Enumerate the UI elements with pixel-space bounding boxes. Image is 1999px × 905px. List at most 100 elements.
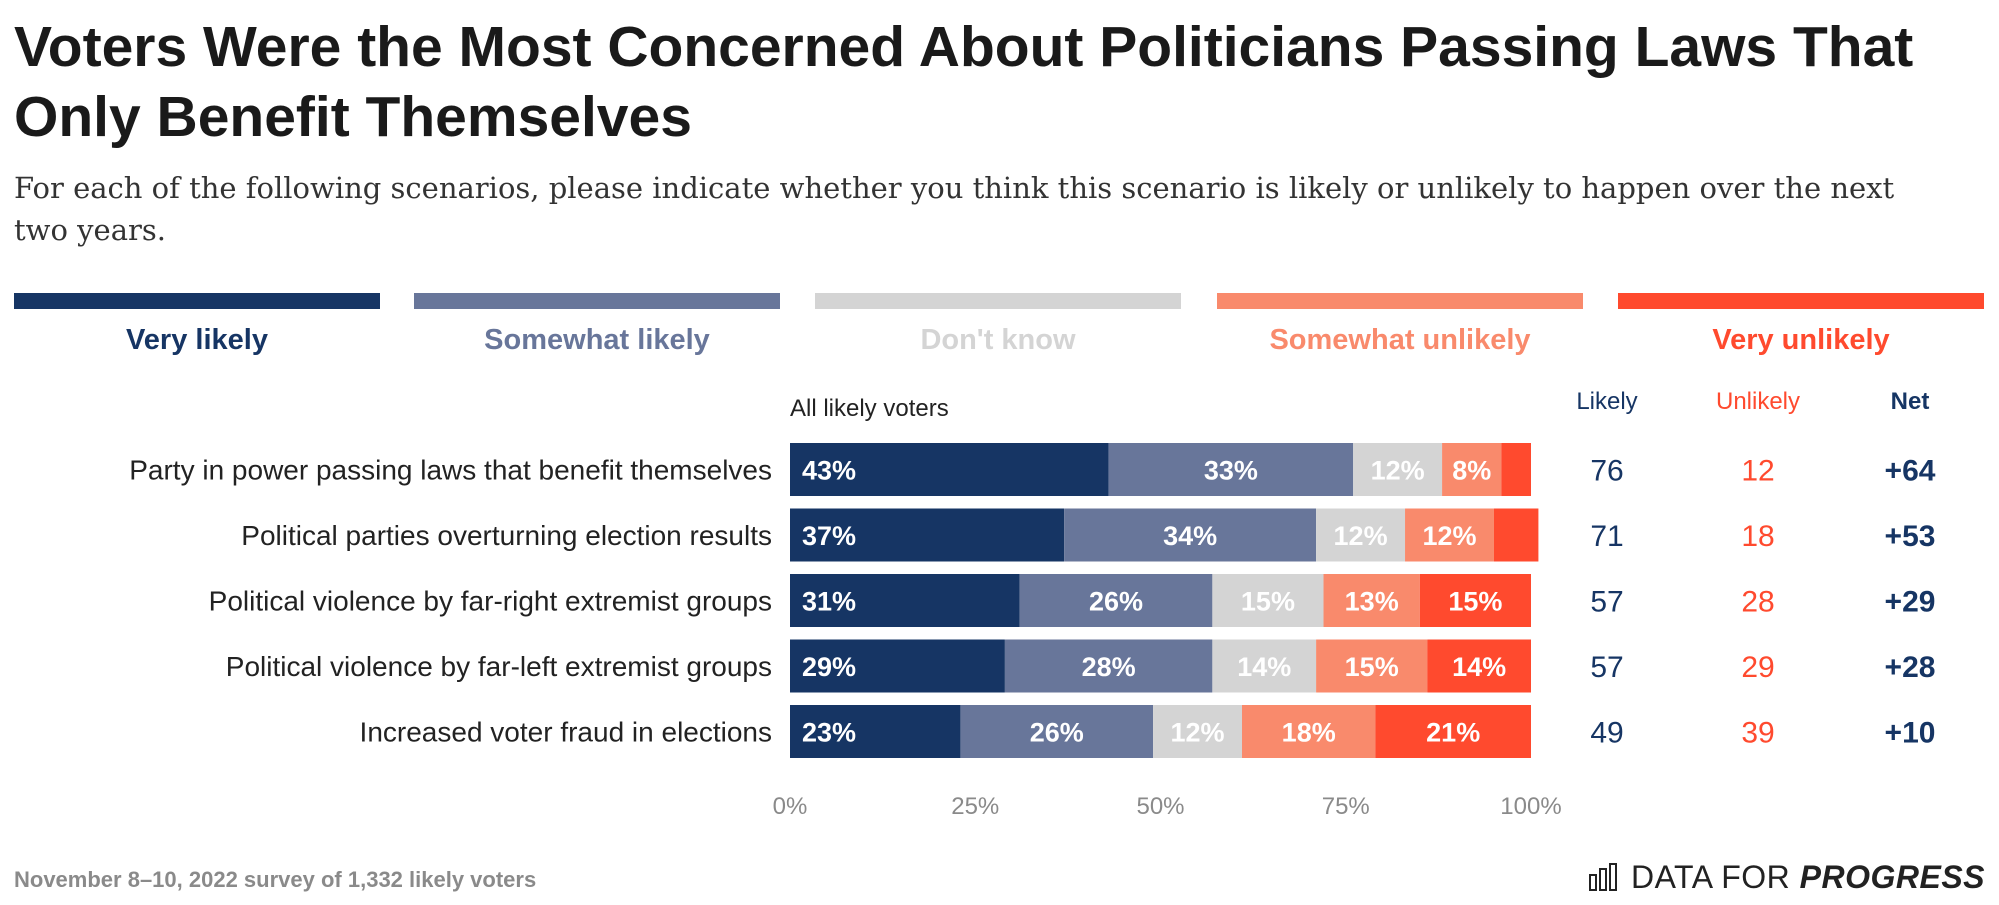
legend-label: Very likely: [126, 324, 268, 356]
bar-segment: [790, 574, 1020, 627]
chart-title: Voters Were the Most Concerned About Pol…: [14, 15, 1914, 149]
unlikely-value: 39: [1741, 717, 1774, 750]
bar-value-label: 12%: [1422, 521, 1476, 551]
category-label: Political parties overturning election r…: [241, 520, 772, 551]
bar-value-label: 21%: [1426, 718, 1480, 748]
bar-value-label: 13%: [1345, 587, 1399, 617]
summary-header-net: Net: [1891, 388, 1930, 415]
bar-value-label: 28%: [1082, 652, 1136, 682]
legend-item-very-likely: Very likely: [14, 293, 380, 357]
bar-value-label: 15%: [1241, 587, 1295, 617]
likely-value: 57: [1590, 651, 1623, 684]
bar-value-label: 8%: [1452, 456, 1491, 486]
legend-item-somewhat-likely: Somewhat likely: [414, 293, 780, 357]
bar-segment: [1242, 705, 1376, 758]
bar-segment: [1442, 443, 1502, 496]
net-value: +64: [1885, 455, 1936, 488]
bar-value-label: 37%: [802, 521, 856, 551]
bar-segment: [1501, 443, 1531, 496]
bar-value-label: 43%: [802, 456, 856, 486]
legend-item-dont-know: Don't know: [815, 293, 1181, 357]
bar-value-label: 23%: [802, 718, 856, 748]
likely-value: 76: [1590, 455, 1623, 488]
x-tick-label: 25%: [951, 793, 999, 820]
legend-item-somewhat-unlikely: Somewhat unlikely: [1217, 293, 1583, 357]
bar-value-label: 18%: [1282, 718, 1336, 748]
brand-logo: DATA FOR PROGRESS: [1588, 857, 1985, 897]
likely-value: 49: [1590, 717, 1623, 750]
category-label: Political violence by far-left extremist…: [226, 651, 772, 682]
category-label: Party in power passing laws that benefit…: [129, 455, 772, 486]
bar-segment: [790, 639, 1005, 693]
bar-segment: [1064, 508, 1317, 562]
bar-segment: [790, 508, 1065, 562]
bar-segment: [1353, 443, 1443, 496]
unlikely-value: 29: [1741, 651, 1774, 684]
bar-segment: [960, 705, 1154, 758]
x-tick-label: 100%: [1500, 793, 1561, 820]
bar-segment: [1405, 508, 1494, 562]
net-value: +53: [1885, 520, 1936, 553]
category-label: Increased voter fraud in elections: [360, 717, 772, 748]
category-label: Political violence by far-right extremis…: [209, 586, 772, 617]
bar-value-label: 12%: [1171, 718, 1225, 748]
legend-swatch: [1618, 293, 1984, 309]
x-tick-label: 75%: [1322, 793, 1370, 820]
bar-value-label: 15%: [1448, 587, 1502, 617]
bar-value-label: 34%: [1163, 521, 1217, 551]
bar-segment: [1316, 639, 1428, 693]
unlikely-value: 12: [1741, 455, 1774, 488]
summary-header-likely: Likely: [1576, 388, 1637, 415]
bar-value-label: 14%: [1452, 652, 1506, 682]
bar-segment: [1427, 639, 1531, 693]
legend-swatch: [14, 293, 380, 309]
net-value: +28: [1885, 651, 1936, 684]
legend-swatch: [414, 293, 780, 309]
x-tick-label: 0%: [773, 793, 808, 820]
bar-segment: [1316, 508, 1406, 562]
summary-header-unlikely: Unlikely: [1716, 388, 1800, 415]
bar-segment: [790, 443, 1109, 496]
bar-segment: [1153, 705, 1243, 758]
brand-data-for: DATA FOR: [1630, 858, 1791, 895]
unlikely-value: 18: [1741, 520, 1774, 553]
bar-segment: [1375, 705, 1531, 758]
legend-label: Very unlikely: [1712, 324, 1890, 356]
legend-swatch: [1217, 293, 1583, 309]
bar-value-label: 26%: [1030, 718, 1084, 748]
unlikely-value: 28: [1741, 586, 1774, 619]
bar-segment: [1004, 639, 1213, 693]
bar-chart-icon: [1588, 863, 1617, 891]
legend-label: Somewhat likely: [484, 324, 710, 356]
bar-value-label: 29%: [802, 652, 856, 682]
bar-segment: [790, 705, 961, 758]
bar-segment: [1019, 574, 1213, 627]
chart-subtitle: For each of the following scenarios, ple…: [14, 171, 1895, 247]
bar-value-label: 31%: [802, 587, 856, 617]
group-label: All likely voters: [790, 395, 949, 422]
bar-value-label: 15%: [1345, 652, 1399, 682]
bar-segment: [1419, 574, 1531, 627]
legend-label: Somewhat unlikely: [1269, 324, 1531, 356]
footer-note: November 8–10, 2022 survey of 1,332 like…: [14, 867, 537, 892]
brand-progress: PROGRESS: [1799, 858, 1985, 895]
bar-value-label: 14%: [1237, 652, 1291, 682]
bar-segment: [1323, 574, 1420, 627]
bar-segment: [1212, 639, 1317, 693]
legend-item-very-unlikely: Very unlikely: [1618, 293, 1984, 357]
bar-value-label: 12%: [1334, 521, 1388, 551]
likely-value: 71: [1590, 520, 1623, 553]
bar-value-label: 26%: [1089, 587, 1143, 617]
likely-value: 57: [1590, 586, 1623, 619]
bar-segment: [1212, 574, 1324, 627]
legend-swatch: [815, 293, 1181, 309]
bar-segment: [1493, 508, 1539, 562]
bar-segment: [1108, 443, 1354, 496]
net-value: +29: [1885, 586, 1936, 619]
legend-label: Don't know: [920, 324, 1076, 356]
x-tick-label: 50%: [1136, 793, 1184, 820]
net-value: +10: [1885, 717, 1936, 750]
bar-value-label: 33%: [1204, 456, 1258, 486]
bar-value-label: 12%: [1371, 456, 1425, 486]
